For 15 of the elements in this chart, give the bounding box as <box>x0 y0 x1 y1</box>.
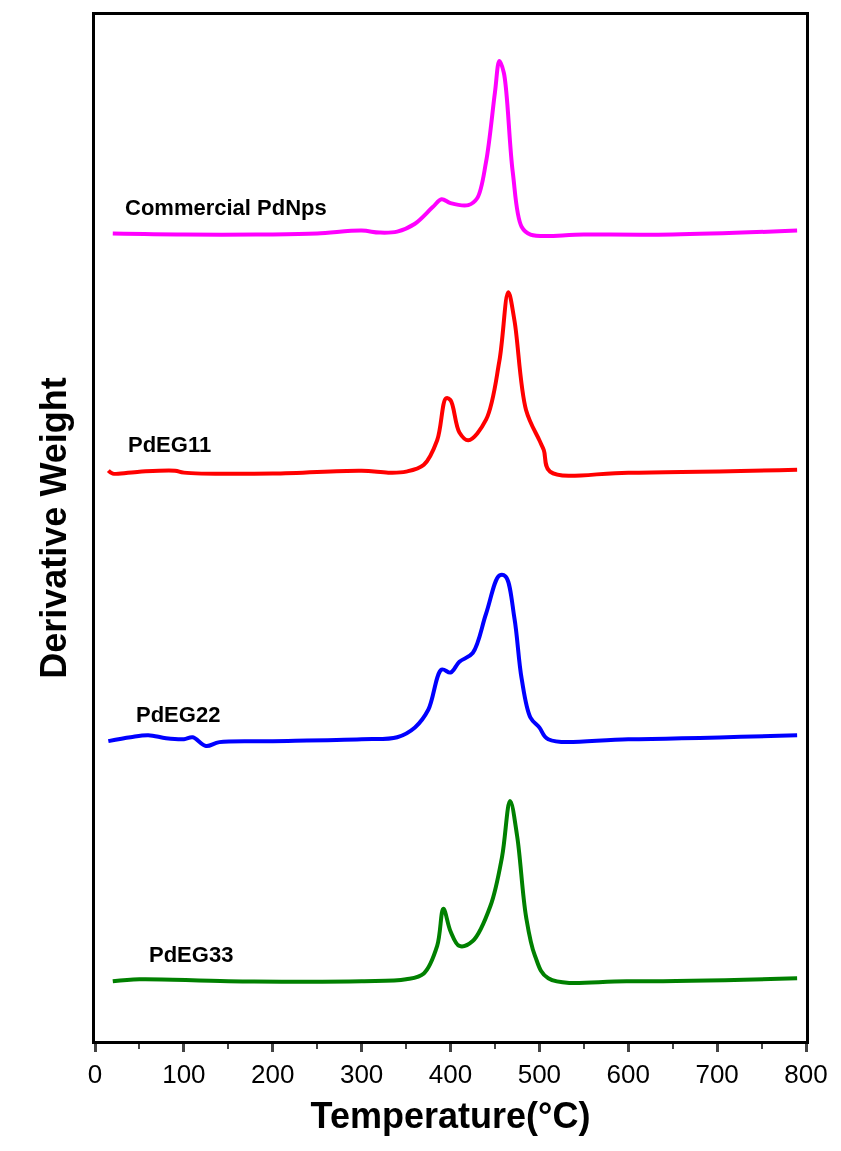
y-axis-title: Derivative Weight <box>32 377 74 679</box>
x-tick-label: 800 <box>784 1059 828 1090</box>
x-tick-label: 500 <box>517 1059 562 1090</box>
series-label: PdEG11 <box>128 432 212 457</box>
series-label: PdEG33 <box>149 942 234 967</box>
x-tick-label: 400 <box>428 1059 473 1090</box>
x-tick-label: 700 <box>695 1059 739 1090</box>
x-tick-label: 0 <box>87 1059 103 1090</box>
x-tick-label: 100 <box>162 1059 206 1090</box>
series-label: Commercial PdNps <box>125 195 327 220</box>
x-tick-label: 200 <box>251 1059 295 1090</box>
x-tick-label: 300 <box>339 1059 384 1090</box>
x-tick-label: 600 <box>606 1059 650 1090</box>
series-label: PdEG22 <box>136 702 221 727</box>
x-axis-title: Temperature(°C) <box>310 1094 591 1136</box>
